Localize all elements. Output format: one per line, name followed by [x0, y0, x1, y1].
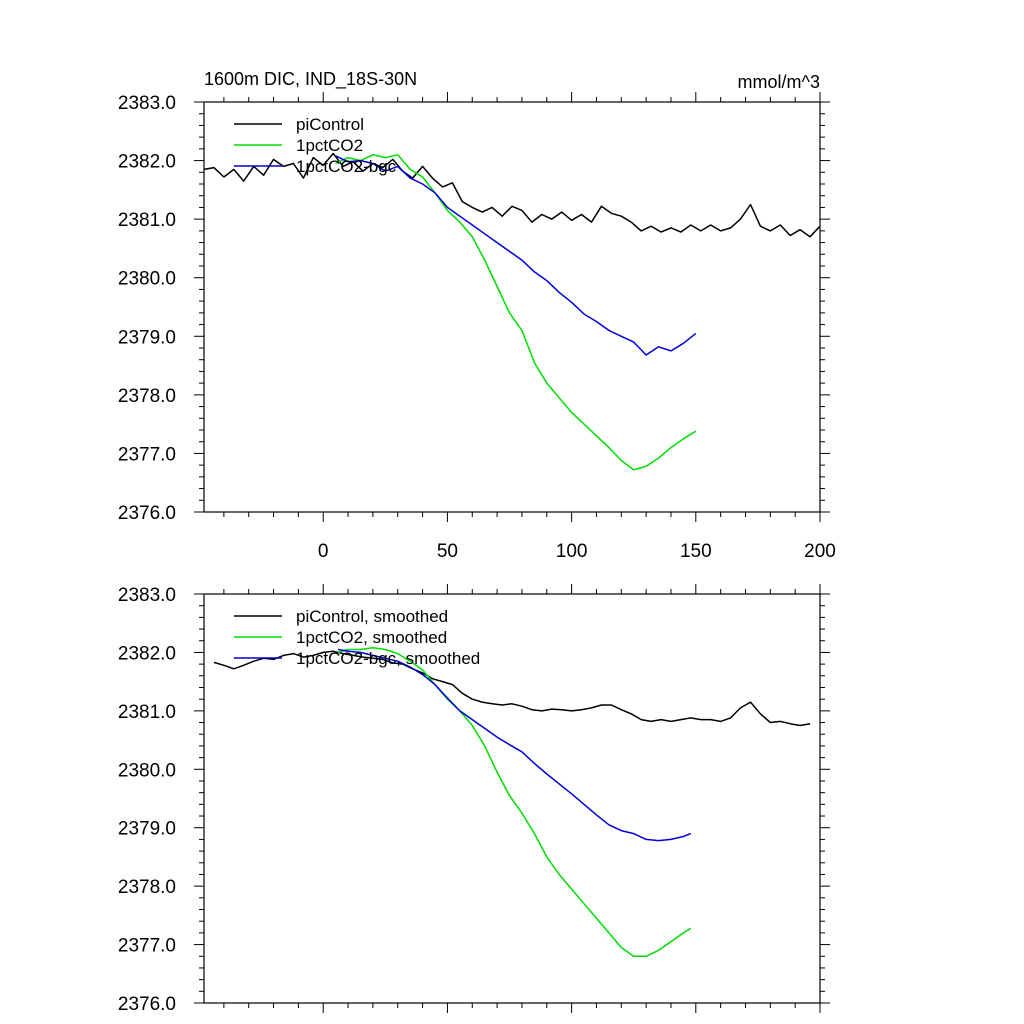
y-tick-label: 2379.0: [118, 327, 176, 348]
y-tick-label: 2381.0: [118, 210, 176, 231]
legend-label: piControl, smoothed: [296, 607, 448, 626]
x-tick-label: 150: [680, 541, 712, 562]
units-label: mmol/m^3: [738, 72, 820, 92]
series-line-1: [337, 647, 692, 958]
bottom-panel: 2376.0 2377.0 2378.0 2379.0 2380.0 2381.0 2382…: [118, 584, 830, 1015]
y-tick-label: 2377.0: [118, 936, 176, 957]
y-tick-label: 2383.0: [118, 585, 176, 606]
series-line-1: [335, 153, 697, 471]
y-tick-label: 2378.0: [118, 386, 176, 407]
legend-label: 1pctCO2, smoothed: [296, 628, 447, 647]
y-tick-label: 2382.0: [118, 643, 176, 664]
x-tick-label: 200: [804, 541, 836, 562]
series-line-0: [213, 650, 811, 727]
plot-frame: [203, 593, 821, 1004]
y-tick-label: 2381.0: [118, 702, 176, 723]
legend-label: piControl: [296, 115, 364, 134]
series-line-0: [203, 152, 821, 238]
top-panel: 2376.0 2377.0 2378.0 2379.0 2380.0 2381.0 2382…: [118, 69, 836, 562]
y-tick-label: 2376.0: [118, 994, 176, 1015]
plot-frame: [203, 101, 821, 513]
y-tick-label: 2380.0: [118, 269, 176, 290]
legend-label: 1pctCO2: [296, 136, 363, 155]
y-tick-label: 2380.0: [118, 760, 176, 781]
legend-label: 1pctCO2-bgc, smoothed: [296, 649, 480, 668]
y-tick-label: 2376.0: [118, 503, 176, 524]
x-tick-label: 100: [556, 541, 588, 562]
series-line-2: [337, 648, 692, 842]
y-tick-label: 2377.0: [118, 444, 176, 465]
x-tick-label: 50: [437, 541, 458, 562]
x-tick-label: 0: [318, 541, 329, 562]
legend-label: 1pctCO2-bgc: [296, 157, 397, 176]
y-tick-label: 2383.0: [118, 93, 176, 114]
series-line-2: [335, 155, 697, 356]
y-tick-label: 2379.0: [118, 819, 176, 840]
y-tick-label: 2382.0: [118, 152, 176, 173]
y-tick-label: 2378.0: [118, 877, 176, 898]
chart-title: 1600m DIC, IND_18S-30N: [204, 69, 417, 90]
